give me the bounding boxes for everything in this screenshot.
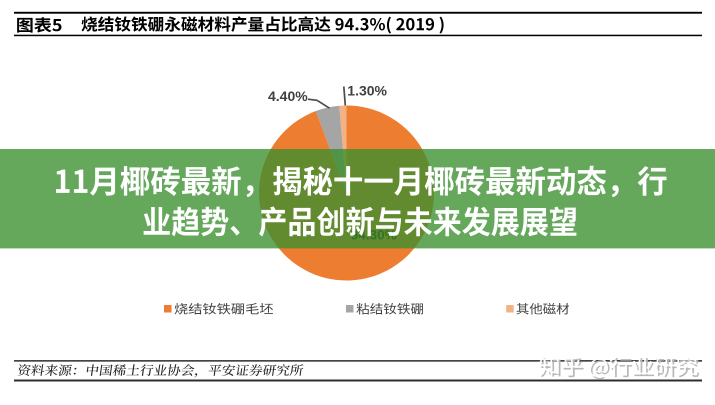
svg-text:4.40%: 4.40% xyxy=(268,88,308,104)
svg-text:1.30%: 1.30% xyxy=(347,83,387,99)
